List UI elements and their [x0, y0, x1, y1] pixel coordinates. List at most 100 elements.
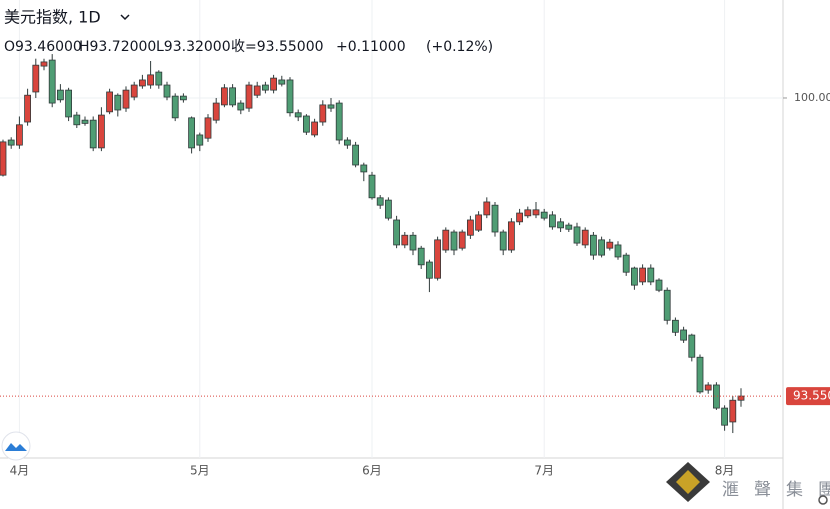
watermark-char: 集 — [786, 480, 803, 500]
candle-body — [663, 289, 671, 321]
candle-body — [368, 174, 376, 199]
candle-body — [89, 119, 97, 149]
candle-body — [73, 114, 81, 126]
candle-body — [425, 261, 433, 279]
candle-body — [286, 79, 294, 114]
candle-body — [7, 139, 15, 146]
candle-body — [631, 267, 638, 286]
candle-body — [15, 124, 23, 146]
candle-body — [672, 319, 679, 333]
candle-body — [81, 119, 89, 124]
ohlc-value: +0.11000 — [336, 39, 406, 55]
price-label-box — [786, 387, 830, 406]
candle-body — [458, 231, 466, 249]
candle-body — [32, 64, 40, 93]
candle-body — [204, 117, 212, 139]
candle-body — [278, 79, 286, 85]
settings-gear[interactable] — [818, 495, 828, 505]
candle-body — [384, 199, 392, 219]
ohlc-value: (+0.12%) — [426, 39, 493, 55]
candle-body — [270, 77, 278, 91]
candle-body — [483, 201, 491, 216]
candle-body — [302, 115, 310, 133]
candle-body — [335, 102, 343, 141]
watermark-diamond-inner — [676, 470, 700, 494]
candle-body — [0, 141, 7, 176]
candle-body — [212, 102, 220, 121]
x-tick-label: 5月 — [190, 464, 210, 478]
price-label: 93.550 — [793, 389, 830, 403]
candle-body — [343, 139, 351, 146]
candle-body — [376, 197, 384, 206]
candle-body — [713, 384, 720, 409]
candle-body — [549, 214, 556, 228]
candle-body — [540, 211, 548, 219]
watermark-char: 聲 — [754, 480, 771, 500]
candle-body — [729, 399, 737, 423]
candle-body — [106, 91, 113, 113]
chart-title: 美元指数, 1D — [4, 8, 101, 27]
candle-body — [557, 221, 564, 229]
title-dropdown[interactable] — [120, 14, 130, 21]
x-tick-label: 8月 — [715, 464, 735, 478]
candle-body — [294, 112, 302, 118]
candle-body — [499, 231, 507, 251]
candle-body — [598, 239, 605, 256]
candles — [0, 54, 745, 434]
candle-body — [311, 121, 319, 136]
candle-body — [590, 234, 597, 256]
ohlc-value: 收=93.55000 — [231, 39, 324, 55]
x-tick-label: 7月 — [534, 464, 554, 478]
candle-body — [524, 209, 532, 217]
candle-body — [655, 279, 663, 291]
candle-body — [737, 395, 745, 401]
candle-body — [581, 229, 589, 246]
candle-body — [40, 61, 48, 67]
candle-body — [220, 87, 228, 106]
candle-body — [360, 164, 368, 173]
candle-body — [622, 254, 630, 273]
logo-circle — [1, 431, 31, 461]
candle-body — [401, 234, 409, 246]
candle-body — [417, 247, 425, 266]
candle-body — [565, 224, 573, 230]
settings-icon[interactable] — [818, 495, 828, 505]
candle-body — [507, 221, 515, 251]
candle-body — [327, 104, 335, 109]
candle-body — [253, 85, 261, 96]
candle-body — [688, 334, 696, 358]
y-tick-label: 100.00 — [794, 91, 830, 104]
watermark-logo — [666, 462, 710, 502]
candle-body — [155, 71, 163, 86]
candle-body — [57, 89, 64, 101]
x-tick-label: 4月 — [10, 464, 30, 478]
candle-body — [450, 231, 458, 251]
candle-body — [393, 219, 401, 246]
logo-icon — [5, 443, 27, 451]
ohlc-value: H93.72000 — [79, 39, 156, 55]
candle-body — [606, 241, 614, 249]
candle-body — [475, 214, 483, 231]
candle-body — [114, 94, 122, 111]
candle-body — [491, 204, 499, 233]
candle-body — [188, 117, 196, 149]
candle-body — [138, 79, 146, 87]
candle-body — [639, 267, 646, 283]
candle-body — [196, 134, 204, 146]
candle-body — [171, 95, 179, 119]
candle-body — [261, 84, 269, 91]
logo-badge — [1, 431, 31, 461]
candle-body — [48, 59, 56, 104]
candle-body — [163, 84, 171, 98]
watermark-char: 滙 — [722, 480, 739, 500]
candle-body — [245, 84, 253, 109]
candle-body — [98, 114, 105, 149]
candle-body — [614, 244, 622, 258]
candle-body — [179, 95, 187, 101]
candle-body — [352, 144, 360, 166]
candle-body — [647, 267, 655, 283]
